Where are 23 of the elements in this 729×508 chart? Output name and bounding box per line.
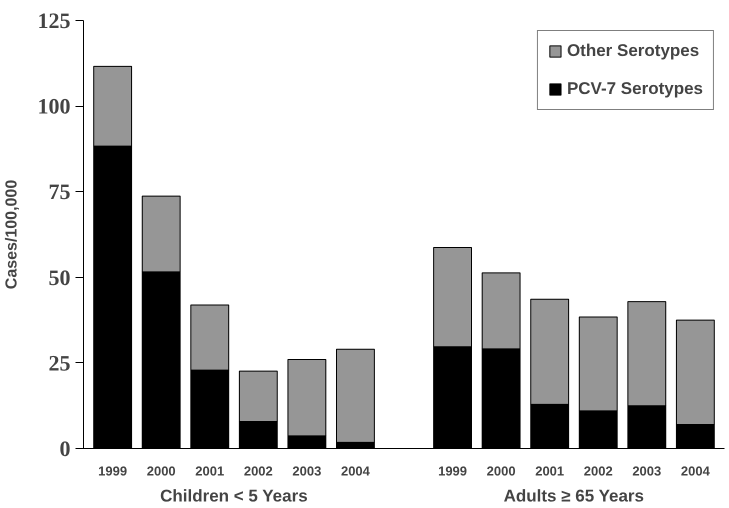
x-tick-label: 2004 [340, 464, 371, 478]
y-tick-label: 50 [48, 264, 70, 290]
legend-label: PCV-7 Serotypes [566, 79, 703, 99]
y-tick-label: 25 [48, 350, 70, 376]
x-tick-label: 2002 [244, 464, 273, 478]
x-tick-label: 2002 [584, 464, 613, 478]
x-tick-label: 2003 [292, 464, 322, 478]
y-axis-title: Cases/100,000 [4, 180, 20, 290]
x-tick-label: 2004 [680, 464, 711, 478]
y-tick-label: 100 [38, 94, 70, 119]
y-tick-label: 125 [38, 8, 70, 33]
y-tick-label: 75 [48, 179, 70, 204]
x-tick-label: 1999 [98, 464, 128, 478]
text: Children < 5 Years [160, 486, 308, 506]
x-tick-label: 2000 [486, 464, 516, 478]
x-tick-label: 2003 [632, 464, 662, 478]
text: Adults ≥ 65 Years [504, 486, 644, 506]
x-tick-label: 1999 [438, 464, 468, 478]
x-tick-label: 2001 [195, 464, 224, 478]
legend-label: Other Serotypes [566, 41, 700, 61]
y-tick-label: 0 [60, 436, 70, 461]
x-tick-label: 2001 [535, 464, 564, 478]
x-tick-label: 2000 [146, 464, 176, 478]
